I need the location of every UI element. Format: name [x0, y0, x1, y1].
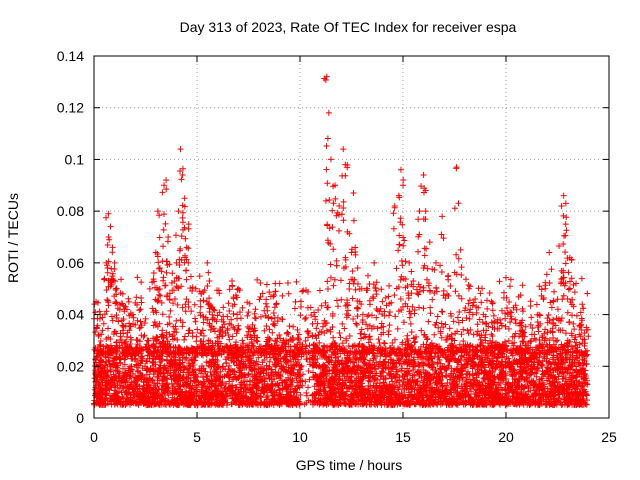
x-tick-label: 10 [292, 429, 308, 445]
x-axis-label: GPS time / hours [296, 457, 403, 473]
x-tick-label: 5 [193, 429, 201, 445]
x-tick-label: 20 [498, 429, 514, 445]
y-tick-label: 0.04 [57, 307, 84, 323]
axis-ticks: 0 5 10 15 20 25 0 0.02 0.04 0.06 0.08 0.1 0.12 0.14 [57, 48, 617, 445]
y-tick-label: 0.08 [57, 203, 84, 219]
y-tick-label: 0 [76, 410, 84, 426]
scatter-points [91, 73, 592, 409]
y-axis-label: ROTI / TECUs [5, 193, 21, 283]
chart-title: Day 313 of 2023, Rate Of TEC Index for r… [180, 19, 517, 35]
data-points [91, 73, 592, 409]
x-tick-label: 25 [601, 429, 617, 445]
y-tick-label: 0.02 [57, 358, 84, 374]
y-tick-label: 0.12 [57, 100, 84, 116]
x-tick-label: 15 [395, 429, 411, 445]
y-tick-label: 0.06 [57, 255, 84, 271]
plot-frame [93, 55, 610, 419]
y-tick-label: 0.14 [57, 48, 84, 64]
y-tick-label: 0.1 [65, 151, 85, 167]
x-tick-label: 0 [90, 429, 98, 445]
